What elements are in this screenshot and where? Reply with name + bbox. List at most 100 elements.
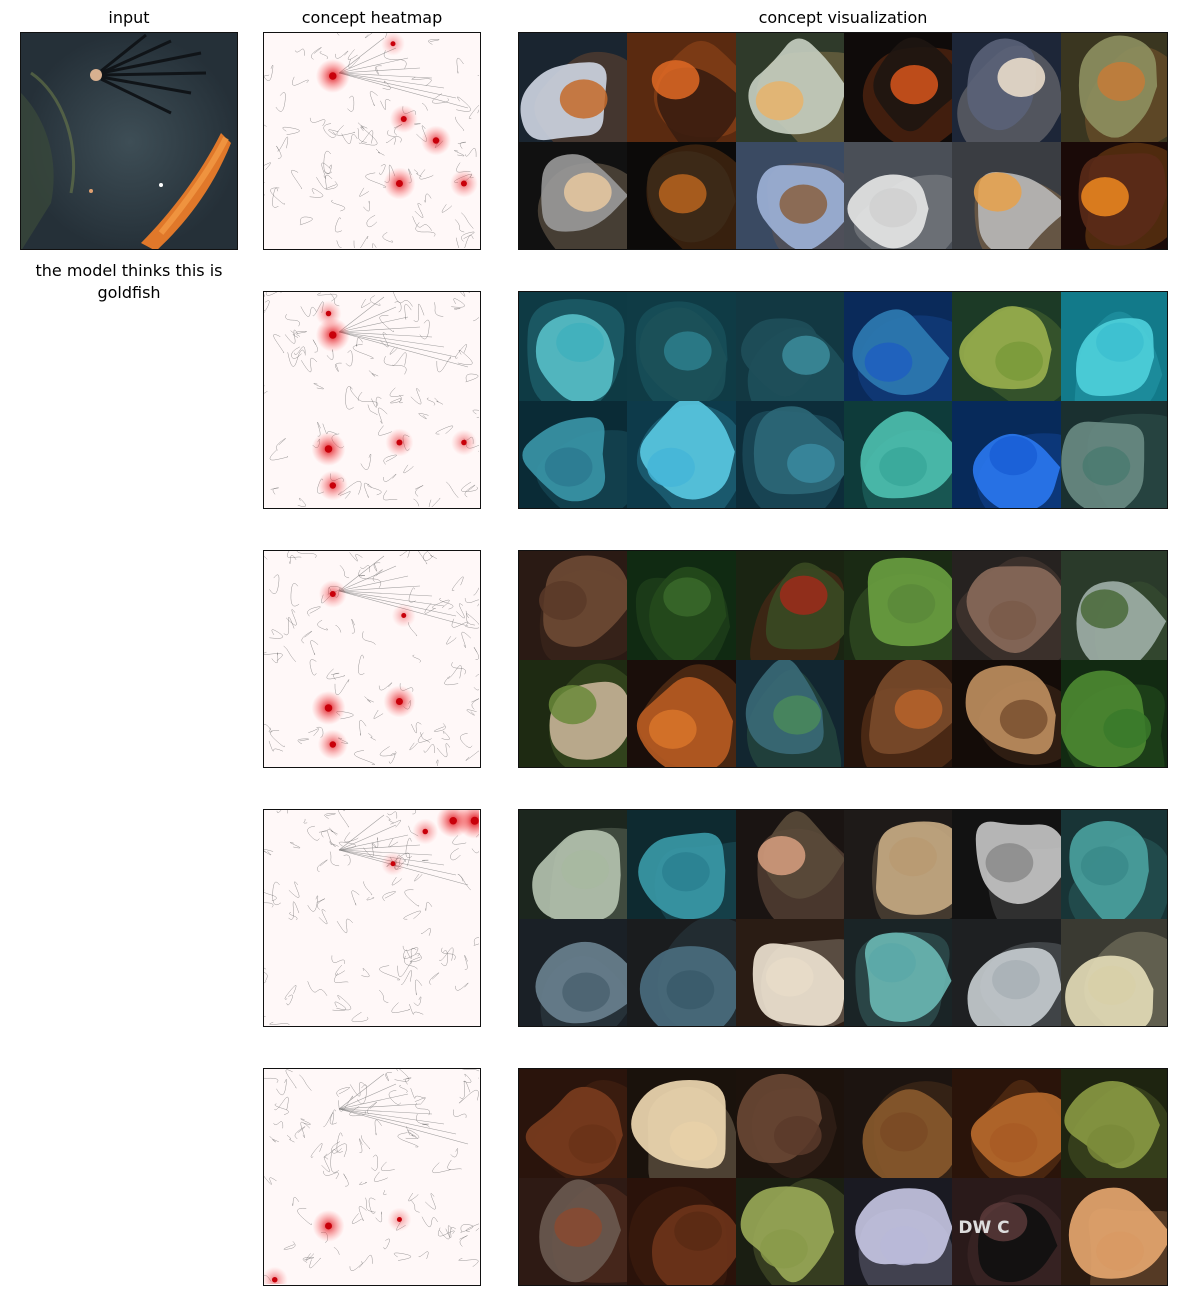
heatmap-contour [388, 838, 399, 848]
heatmap-contour [363, 243, 377, 248]
heatmap-contour [323, 150, 333, 175]
concept-visualization-grid: DW C [518, 1068, 1168, 1286]
concept-example-tile [519, 551, 628, 661]
heatmap-contour [268, 740, 284, 752]
heatmap-contour [415, 222, 436, 237]
heatmap-contour [288, 901, 300, 920]
heatmap-contour [415, 1102, 430, 1116]
heatmap-contour [460, 733, 473, 748]
concept-example-tile [844, 292, 953, 402]
heatmap-contour [365, 1197, 375, 1213]
heatmap-contour [458, 1258, 479, 1267]
heatmap-contour [455, 116, 465, 131]
heatmap-contour [360, 453, 372, 470]
heatmap-contour [323, 1143, 348, 1158]
concept-example-tile [952, 142, 1062, 249]
heatmap-contour [338, 331, 433, 338]
heatmap-contour [264, 850, 267, 853]
heatmap-contour [473, 674, 479, 691]
concept-object [1096, 61, 1145, 102]
heatmap-contour [379, 746, 397, 757]
heatmap-contour [397, 1132, 419, 1148]
heatmap-contour [383, 356, 407, 375]
heatmap-contour [367, 404, 378, 416]
heatmap-contour [468, 104, 479, 119]
heatmap-contour [424, 193, 432, 203]
concept-example-tile [627, 551, 737, 661]
heatmap-contour [338, 1108, 433, 1115]
concept-object [995, 341, 1044, 381]
heatmap-contour [412, 216, 433, 231]
concept-object [887, 584, 936, 624]
heatmap-contour [264, 651, 283, 661]
heatmap-contour [441, 731, 450, 741]
heatmap-contour [338, 1103, 421, 1110]
heatmap-contour [264, 64, 274, 82]
heatmap-contour [412, 810, 416, 815]
heatmap-contour [428, 497, 441, 507]
heatmap-contour [441, 947, 456, 961]
heatmap-contour [371, 837, 379, 848]
heatmap-contour [414, 873, 423, 882]
heatmap-contour [338, 72, 445, 89]
heatmap-contour [386, 137, 396, 145]
heatmap-contour [350, 386, 359, 401]
heatmap-contour [351, 1011, 369, 1023]
heatmap-hotspot-core [325, 1222, 332, 1230]
concept-example-tile [627, 142, 737, 249]
concept-object [880, 1112, 928, 1152]
heatmap-contour [399, 398, 403, 404]
heatmap-contour [416, 1113, 430, 1128]
concept-example-tile [1060, 810, 1167, 920]
heatmap-contour [466, 709, 477, 716]
heatmap-contour [276, 1078, 287, 1096]
concept-object [554, 1207, 603, 1247]
heatmap-contour [471, 698, 479, 710]
heatmap-contour [284, 329, 299, 344]
heatmap-contour [325, 181, 338, 190]
concept-object [868, 943, 916, 983]
concept-object [979, 1202, 1028, 1242]
heatmap-contour [338, 834, 409, 851]
heatmap-contour [465, 373, 479, 383]
concept-example-tile [735, 919, 845, 1026]
concept-object [765, 957, 814, 997]
heatmap-contour [465, 750, 479, 761]
concept-object [1086, 1124, 1135, 1164]
concept-object [674, 1211, 723, 1251]
concept-object [759, 1229, 808, 1269]
concept-object [757, 836, 806, 876]
heatmap-contour [309, 117, 326, 127]
heatmap-contour [270, 187, 285, 205]
heatmap-contour [270, 730, 285, 748]
concept-object [985, 843, 1034, 883]
concept-object [647, 447, 696, 487]
heatmap-contour [451, 298, 465, 308]
concept-example-tile [627, 660, 737, 767]
heatmap-contour [409, 953, 422, 963]
heatmap-contour [308, 728, 319, 736]
heatmap-hotspot-core [422, 828, 428, 835]
heatmap-contour [275, 92, 286, 112]
heatmap-contour [388, 752, 396, 764]
concept-example-tile [952, 1069, 1062, 1179]
concept-object [662, 852, 711, 892]
heatmap-hotspot-core [449, 817, 457, 825]
heatmap-contour [297, 1207, 312, 1225]
heatmap-contour [440, 950, 448, 967]
heatmap-contour [274, 1096, 289, 1111]
heatmap-contour [291, 346, 302, 359]
concept-object [1080, 589, 1129, 629]
heatmap-contour [375, 148, 385, 156]
heatmap-contour [303, 818, 308, 824]
heatmap-contour [264, 124, 267, 127]
heatmap-contour [336, 918, 353, 934]
heatmap-contour [285, 314, 300, 327]
heatmap-contour [378, 989, 389, 1003]
heatmap-contour [434, 302, 444, 317]
heatmap-contour [408, 1192, 419, 1202]
heatmap-contour [274, 1103, 289, 1115]
heatmap-contour [264, 293, 266, 313]
heatmap-contour [450, 848, 461, 861]
heatmap-contour [300, 306, 317, 317]
